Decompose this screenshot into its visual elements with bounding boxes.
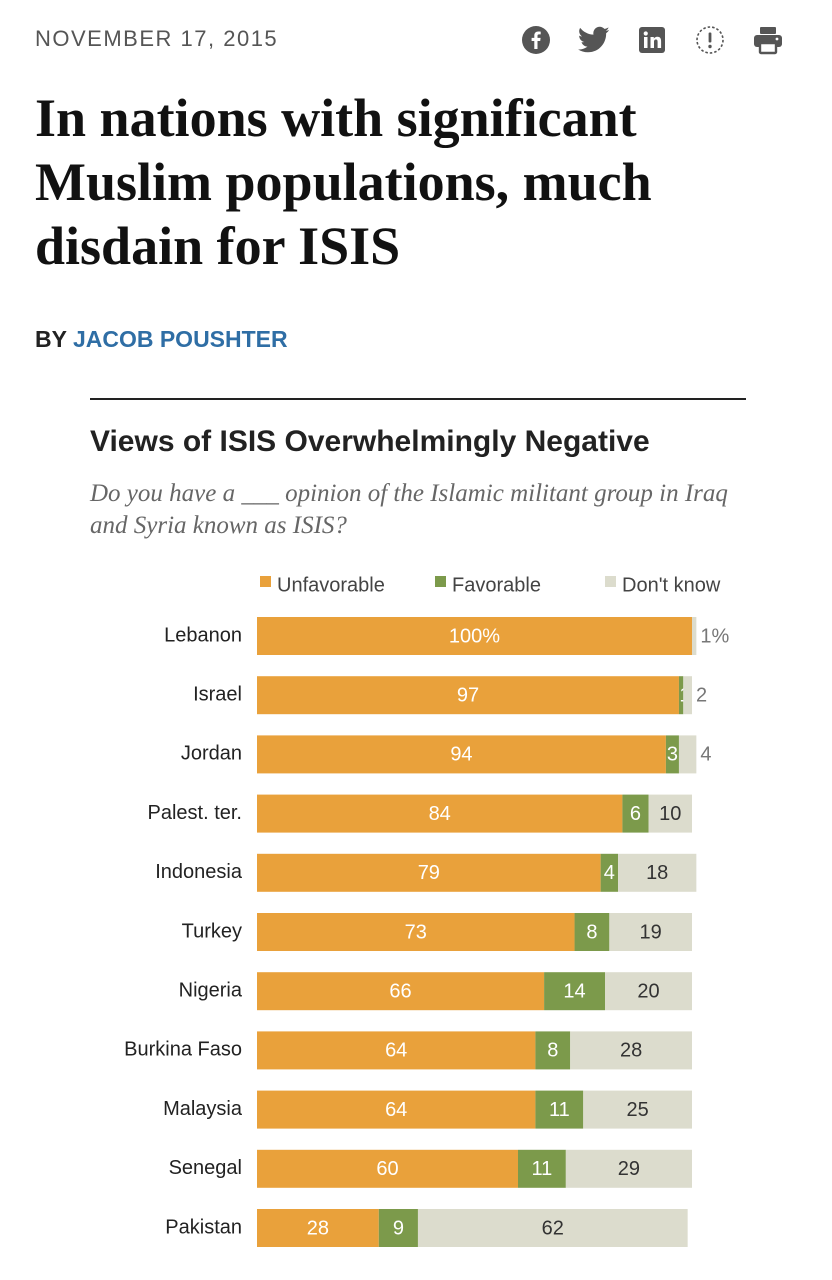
bar-segment (583, 1090, 692, 1129)
legend-swatch (435, 576, 446, 587)
data-label: 4 (604, 862, 615, 884)
bar-segment (574, 913, 610, 951)
data-label: 6 (630, 803, 641, 825)
data-label: 60 (376, 1158, 398, 1180)
data-label: 64 (385, 1099, 407, 1121)
bar-segment (648, 794, 692, 833)
bar-segment (600, 853, 619, 892)
data-label: 9 (393, 1217, 404, 1239)
data-label: 11 (549, 1099, 570, 1121)
bar-segment (535, 1090, 584, 1129)
data-label: 94 (450, 744, 472, 766)
chart-subtitle: Do you have a ___ opinion of the Islamic… (90, 480, 728, 539)
bar-segment (257, 1149, 518, 1188)
data-label: 10 (659, 803, 681, 825)
legend-swatch (260, 576, 271, 587)
article-headline: In nations with significant Muslim popul… (35, 88, 652, 276)
author-link[interactable]: JACOB POUSHTER (72, 326, 288, 352)
data-label: 19 (640, 921, 662, 943)
chart-top-rule (90, 398, 746, 400)
legend-label: Favorable (452, 574, 541, 596)
data-label: 20 (637, 980, 659, 1002)
bar-segment (605, 972, 692, 1011)
byline-prefix: BY (35, 326, 67, 352)
bar-segment (417, 1209, 688, 1247)
data-label: 84 (429, 803, 451, 825)
category-label: Burkina Faso (124, 1039, 242, 1061)
facebook-icon[interactable] (518, 22, 554, 58)
data-label: 8 (586, 921, 597, 943)
data-label: 64 (385, 1040, 407, 1062)
category-label: Pakistan (165, 1216, 242, 1238)
data-label: 4 (700, 744, 711, 766)
linkedin-icon[interactable] (634, 22, 670, 58)
data-label: 66 (389, 980, 411, 1002)
legend-label: Don't know (622, 574, 721, 596)
bar-segment (683, 676, 692, 715)
report-icon[interactable] (692, 22, 728, 58)
byline: BY JACOB POUSHTER (35, 326, 288, 353)
bar-segment (692, 617, 697, 655)
data-label: 1% (700, 625, 729, 647)
bar-segment (257, 1090, 536, 1129)
data-label: 8 (547, 1040, 558, 1062)
data-label: 73 (405, 921, 427, 943)
bar-segment (518, 1149, 566, 1188)
legend-label: Unfavorable (277, 574, 385, 596)
bar-segment (257, 794, 623, 833)
bar-segment (622, 794, 649, 833)
bar-segment (535, 1031, 571, 1070)
bar-segment (257, 972, 545, 1011)
bar-segment (257, 676, 679, 715)
chart-title: Views of ISIS Overwhelmingly Negative (90, 425, 650, 458)
data-label: 29 (618, 1158, 640, 1180)
category-label: Turkey (182, 920, 242, 942)
category-label: Israel (193, 683, 242, 705)
bar-segment (378, 1209, 418, 1247)
share-toolbar (518, 22, 786, 58)
bar-segment (609, 913, 692, 951)
category-label: Lebanon (164, 624, 242, 646)
data-label: 3 (667, 744, 678, 766)
category-label: Malaysia (163, 1098, 243, 1120)
data-label: 28 (620, 1040, 642, 1062)
data-label: 62 (542, 1217, 564, 1239)
bar-segment (570, 1031, 692, 1070)
print-icon[interactable] (750, 22, 786, 58)
category-label: Jordan (181, 743, 242, 765)
data-label: 79 (418, 862, 440, 884)
data-label: 11 (532, 1158, 553, 1180)
data-label: 97 (457, 684, 479, 706)
twitter-icon[interactable] (576, 22, 612, 58)
category-label: Senegal (169, 1157, 242, 1179)
legend-swatch (605, 576, 616, 587)
bar-segment (678, 735, 697, 774)
category-label: Nigeria (179, 979, 243, 1001)
category-label: Indonesia (155, 861, 243, 883)
data-label: 2 (696, 684, 707, 706)
bar-segment (565, 1149, 692, 1188)
data-label: 100% (449, 625, 500, 647)
bar-segment (257, 735, 666, 774)
bar-segment (678, 676, 684, 715)
bar-segment (618, 853, 697, 892)
bar-segment (257, 1031, 536, 1070)
bar-segment (544, 972, 605, 1011)
bar-segment (257, 913, 575, 951)
data-label: 25 (627, 1099, 649, 1121)
bar-segment (257, 853, 601, 892)
bar-segment (257, 1209, 379, 1247)
data-label: 18 (646, 862, 668, 884)
bar-segment (257, 617, 692, 655)
data-label: 14 (563, 980, 585, 1002)
article-date: NOVEMBER 17, 2015 (35, 26, 279, 51)
bar-segment (665, 735, 679, 774)
data-label: 28 (307, 1217, 329, 1239)
category-label: Palest. ter. (148, 802, 243, 824)
